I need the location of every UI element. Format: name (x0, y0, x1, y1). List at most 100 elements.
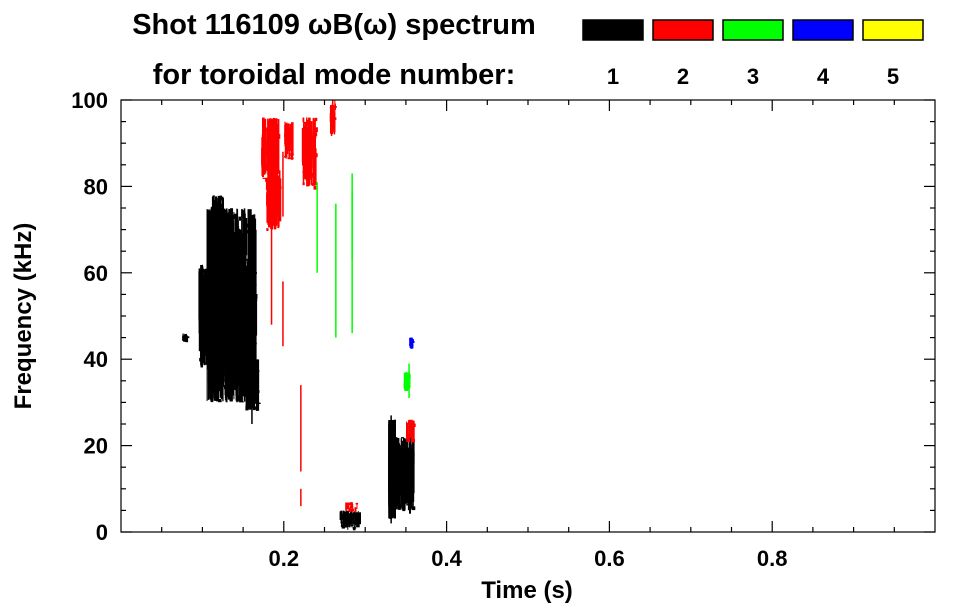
spectrum-speck (394, 484, 398, 490)
y-tick-labels: 0 20 40 60 80 100 (71, 88, 108, 545)
spectrum-speck (186, 336, 190, 339)
spectrum-streak (183, 335, 185, 338)
spectrum-streak (284, 139, 286, 159)
spectrum-speck (205, 316, 207, 319)
spectrum-line-mode-2 (282, 281, 284, 347)
spectrum-speck (252, 342, 257, 345)
spectrum-line-mode-1 (390, 415, 392, 524)
spectrum-speck (209, 297, 211, 299)
spectrum-speck (213, 367, 216, 371)
spectrum-speck (211, 299, 213, 303)
spectrum-speck (243, 379, 247, 381)
spectrum-streak (350, 502, 353, 508)
spectrum-speck (246, 266, 250, 271)
spectrum-speck (243, 279, 248, 285)
spectrum-streak (272, 137, 275, 166)
spectrum-speck (252, 283, 255, 289)
spectrum-speck (237, 242, 240, 247)
spectrum-speck (217, 323, 221, 328)
spectrum-speck (313, 186, 317, 190)
spectrum-line-mode-2 (300, 385, 302, 472)
spectrum-speck (391, 438, 395, 441)
spectrum-speck (211, 324, 213, 326)
spectrum-speck (240, 269, 244, 272)
spectrum-speck (229, 363, 231, 367)
spectrum-speck (209, 362, 213, 366)
spectrum-streak (276, 126, 279, 173)
spectrum-speck (243, 380, 246, 386)
spectrum-streak (209, 230, 211, 271)
spectrum-speck (213, 376, 216, 381)
spectrum-streak (246, 352, 249, 386)
spectrum-speck (306, 119, 310, 122)
spectrum-speck (406, 440, 410, 442)
spectrum-speck (302, 117, 304, 123)
spectrum-speck (406, 504, 409, 506)
spectrum-speck (242, 313, 247, 318)
legend-label-mode-1: 1 (607, 64, 619, 89)
spectrum-speck (302, 148, 306, 150)
spectrum-line-mode-2 (282, 151, 284, 217)
spectrum-speck (407, 434, 410, 439)
spectrum-speck (348, 507, 351, 513)
spectrum-speck (409, 343, 413, 348)
spectrum-speck (391, 465, 395, 467)
spectrum-speck (404, 386, 409, 391)
spectrum-speck (256, 370, 260, 372)
spectrum-speck (228, 235, 232, 238)
spectrum-speck (240, 284, 244, 288)
spectrum-speck (398, 443, 401, 448)
y-axis-label: Frequency (kHz) (10, 223, 37, 410)
spectrum-speck (218, 398, 222, 402)
spectrum-speck (355, 509, 357, 513)
spectrum-speck (234, 214, 238, 218)
spectrum-speck (392, 511, 394, 514)
spectrum-speck (332, 130, 334, 132)
spectrum-speck (212, 344, 214, 346)
spectrum-speck (215, 391, 219, 397)
spectrum-speck (340, 511, 343, 516)
spectrum-speck (224, 370, 226, 375)
spectrum-speck (237, 350, 242, 352)
spectrum-speck (214, 208, 218, 212)
spectrum-speck (242, 351, 245, 354)
spectrum-speck (333, 117, 337, 120)
spectrum-speck (245, 258, 248, 261)
spectrum-speck (409, 456, 412, 459)
spectrum-streak (224, 338, 227, 383)
spectrum-speck (254, 272, 257, 274)
spectrum-speck (352, 527, 357, 529)
spectrum-speck (219, 280, 222, 285)
spectrum-speck (313, 127, 318, 133)
spectrum-speck (313, 168, 316, 171)
spectrum-speck (289, 127, 291, 132)
spectrum-speck (241, 310, 243, 314)
spectrum-speck (210, 209, 214, 211)
spectrum-speck (314, 132, 318, 137)
spectrum-speck (244, 292, 247, 294)
spectrum-streak (412, 441, 414, 456)
x-tick-label: 0.6 (594, 546, 625, 571)
spectrum-speck (393, 443, 396, 447)
spectrum-speck (394, 496, 399, 500)
axis-ticks (121, 99, 935, 533)
spectrum-speck (265, 144, 267, 146)
spectrum-speck (408, 439, 410, 443)
spectrum-streak (205, 283, 208, 319)
spectrum-speck (207, 304, 211, 308)
spectrum-speck (393, 500, 395, 504)
spectrum-speck (287, 157, 291, 160)
spectrum-speck (396, 493, 401, 496)
spectrum-speck (217, 245, 221, 249)
spectrum-speck (408, 420, 412, 426)
spectrum-speck (237, 396, 242, 401)
spectrum-speck (203, 361, 206, 364)
spectrum-speck (396, 437, 398, 442)
spectrum-region-mode-1 (182, 333, 190, 343)
spectrum-speck (284, 151, 287, 156)
spectrum-speck (251, 341, 255, 343)
spectrum-streak (291, 122, 294, 154)
spectrum-speck (261, 134, 265, 137)
spectrum-speck (356, 519, 359, 524)
spectrum-streak (238, 261, 241, 378)
